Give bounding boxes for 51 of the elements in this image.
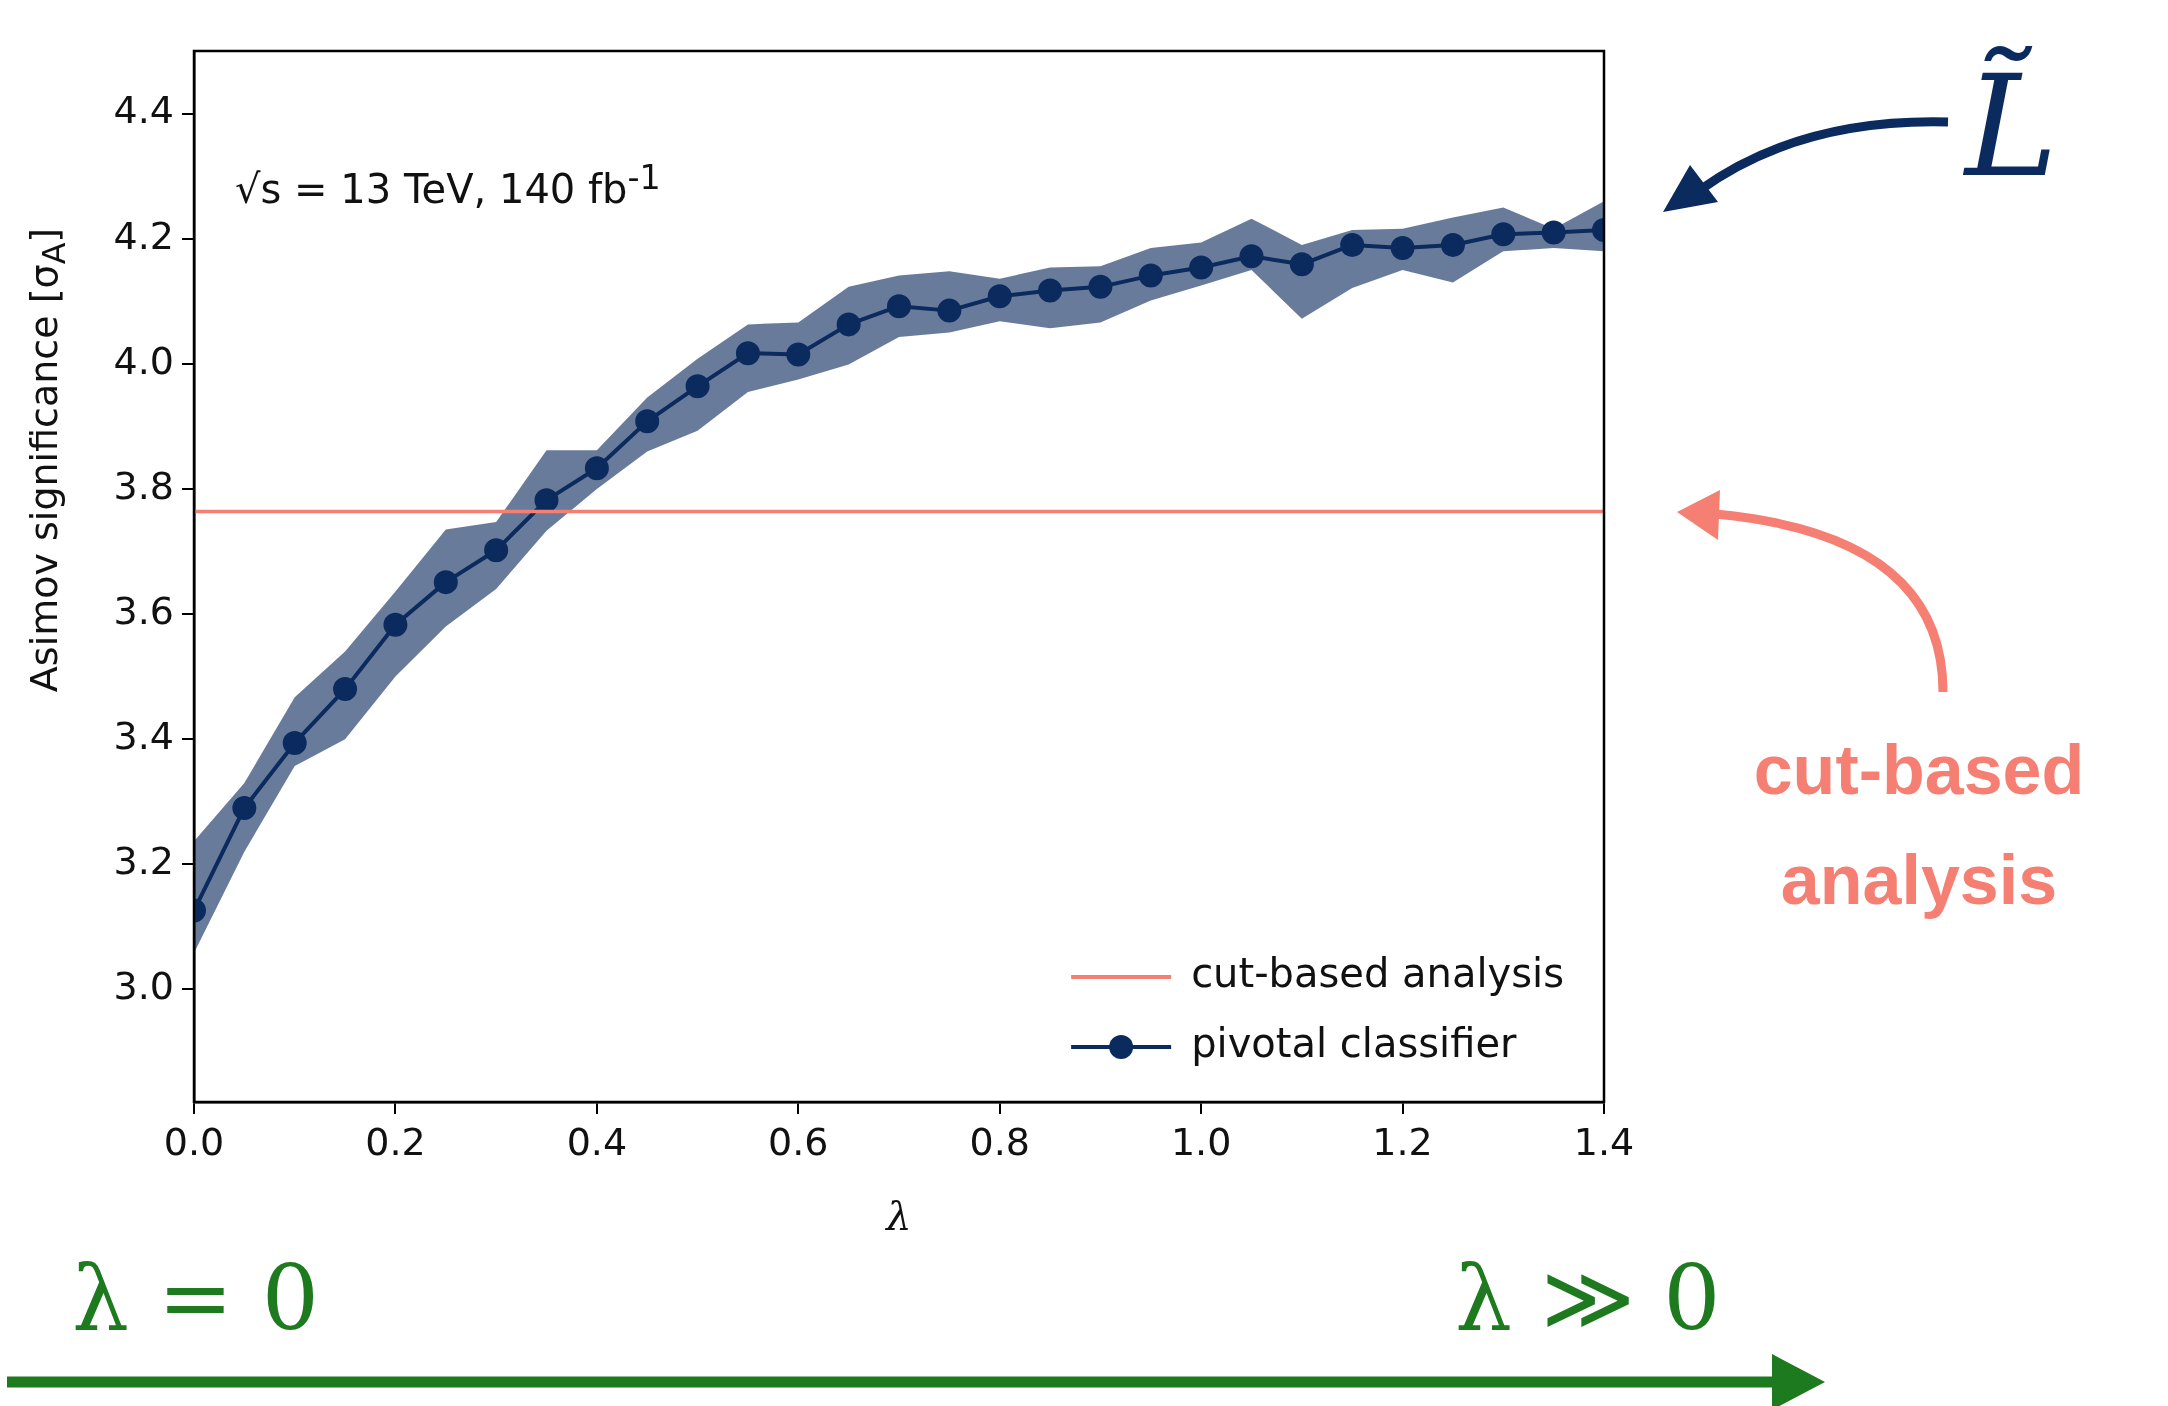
x-tick-label: 0.4 (566, 1119, 628, 1164)
x-axis-title: λ (884, 1193, 912, 1240)
point (1038, 278, 1063, 303)
y-tick-label: 3.6 (113, 588, 174, 633)
x-tick-label: 1.2 (1372, 1119, 1433, 1164)
y-tick-label: 3.8 (113, 463, 174, 508)
point (987, 284, 1012, 309)
point (1138, 263, 1163, 288)
y-tick-label: 4.4 (113, 88, 174, 133)
text: λ ≫ 0 (1455, 1245, 1721, 1350)
text: λ = 0 (72, 1245, 319, 1350)
point (433, 570, 458, 595)
point (1340, 232, 1365, 257)
point (1088, 274, 1113, 299)
point (836, 312, 861, 337)
x-tick-label: 1.4 (1573, 1119, 1635, 1164)
y-tick-label: 4.2 (113, 213, 174, 258)
point (1189, 255, 1214, 280)
point (1239, 244, 1264, 269)
text: cut-based analysis (1753, 730, 2085, 921)
point (1289, 252, 1314, 277)
point (484, 538, 509, 563)
point (887, 294, 911, 319)
legend-label: pivotal classifier (1191, 1020, 1518, 1067)
y-tick-label: 3.2 (113, 839, 174, 884)
x-tick-label: 0.8 (969, 1119, 1030, 1164)
point (937, 298, 962, 323)
point (786, 342, 811, 367)
y-tick-label: 3.4 (113, 714, 174, 759)
point (333, 677, 358, 702)
point (1541, 220, 1566, 245)
x-tick-label: 1.0 (1170, 1119, 1232, 1164)
point (635, 409, 660, 434)
point (584, 456, 609, 481)
legend-label: cut-based analysis (1191, 950, 1564, 997)
point (383, 612, 408, 637)
point (282, 730, 307, 755)
x-tick-label: 0.2 (365, 1119, 426, 1164)
point (534, 488, 559, 513)
point (735, 341, 760, 366)
y-tick-label: 3.0 (113, 964, 174, 1009)
text: L̃ (1965, 45, 2058, 208)
point (1440, 232, 1465, 257)
y-tick-label: 4.0 (113, 338, 174, 383)
annotation: √s = 13 TeV, 140 fb$^{-1}$ (235, 158, 661, 213)
x-tick-label: 0.0 (163, 1119, 225, 1164)
point (1390, 236, 1415, 261)
point (232, 795, 257, 820)
point (1491, 222, 1516, 247)
x-tick-label: 0.6 (768, 1119, 829, 1164)
point (685, 374, 710, 399)
